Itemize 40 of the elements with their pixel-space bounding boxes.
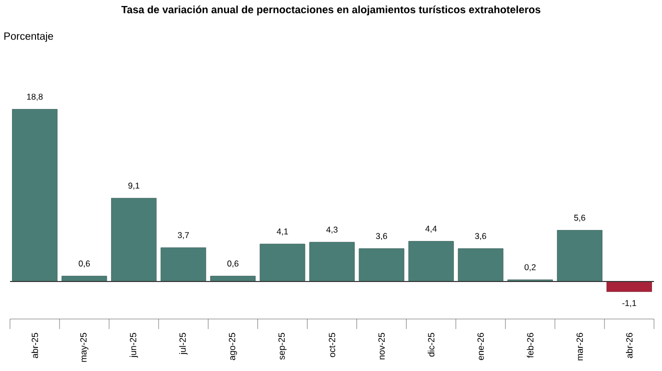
x-tick-label: ene-26 xyxy=(477,332,484,360)
bar xyxy=(210,276,256,282)
bar xyxy=(458,248,504,282)
data-label: 3,7 xyxy=(178,232,189,240)
bar xyxy=(260,244,306,282)
x-tick-label: jul-25 xyxy=(179,332,188,355)
data-label: 3,6 xyxy=(376,233,388,240)
bar xyxy=(111,198,157,282)
data-label: 5,6 xyxy=(574,214,586,222)
x-tick-label: oct-25 xyxy=(328,332,336,358)
x-tick-label: may-25 xyxy=(80,332,88,362)
bar xyxy=(358,248,404,282)
bar xyxy=(12,109,58,282)
chart-title: Tasa de variación anual de pernoctaciones en alojamientos turísticos extrahoteleros xyxy=(121,6,540,16)
bar xyxy=(606,281,652,292)
data-label: 9,1 xyxy=(128,182,140,190)
x-tick-label: abr-25 xyxy=(31,332,38,358)
x-tick-label: feb-26 xyxy=(526,332,534,358)
bar xyxy=(557,230,602,282)
x-tick-label: nov-25 xyxy=(378,332,385,360)
x-tick-label: dic-25 xyxy=(428,332,434,357)
data-label: 0,6 xyxy=(227,260,238,268)
data-label: 4,4 xyxy=(425,226,437,233)
data-label: 4,1 xyxy=(276,228,288,236)
x-tick-label: sep-25 xyxy=(278,332,287,360)
bar xyxy=(62,276,108,282)
data-label: -1,1 xyxy=(622,300,636,308)
text: Porcentaje xyxy=(4,32,54,42)
x-tick-label: mar-26 xyxy=(576,332,583,360)
data-label: 0,2 xyxy=(524,264,536,272)
bar xyxy=(408,241,454,282)
data-label: 0,6 xyxy=(78,260,90,268)
bar xyxy=(160,247,206,282)
x-tick-label: jun-25 xyxy=(130,332,138,358)
x-tick-label: abr-26 xyxy=(626,332,633,358)
bar xyxy=(309,242,355,282)
data-label: 4,3 xyxy=(326,226,338,234)
x-tick-label: ago-25 xyxy=(228,332,237,360)
data-label: 18,8 xyxy=(27,94,43,101)
data-label: 3,6 xyxy=(475,233,486,240)
